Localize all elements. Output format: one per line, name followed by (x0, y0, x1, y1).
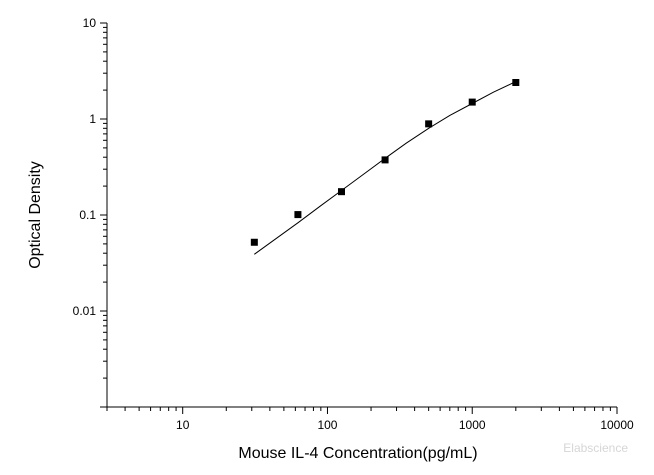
data-point (337, 188, 345, 196)
data-point (294, 211, 302, 219)
x-tick-label: 10000 (600, 418, 634, 432)
axes (106, 23, 617, 408)
axis-ticks (100, 22, 618, 414)
y-tick-label: 1 (89, 112, 96, 126)
x-axis-title: Mouse IL-4 Concentration(pg/mL) (238, 445, 477, 462)
y-axis-title: Optical Density (27, 161, 44, 269)
y-tick-label: 0.01 (73, 304, 97, 318)
data-point (250, 238, 258, 246)
x-tick-label: 10 (176, 418, 190, 432)
data-point (468, 98, 476, 106)
watermark-text: Elabscience (563, 441, 628, 455)
y-tick-label: 10 (83, 16, 97, 30)
data-point (381, 156, 389, 164)
x-tick-label: 1000 (459, 418, 486, 432)
data-point (512, 78, 520, 86)
data-points (250, 78, 520, 246)
tick-labels: 10 100 1000 10000 0.01 0.1 1 10 (73, 16, 634, 432)
x-tick-label: 100 (317, 418, 337, 432)
y-tick-label: 0.1 (79, 208, 96, 222)
fit-curve-line (254, 81, 517, 255)
data-point (425, 120, 433, 128)
